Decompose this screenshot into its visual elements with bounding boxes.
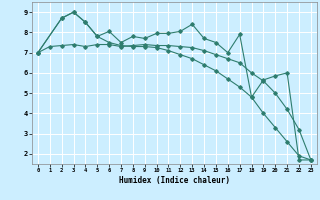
X-axis label: Humidex (Indice chaleur): Humidex (Indice chaleur) — [119, 176, 230, 185]
